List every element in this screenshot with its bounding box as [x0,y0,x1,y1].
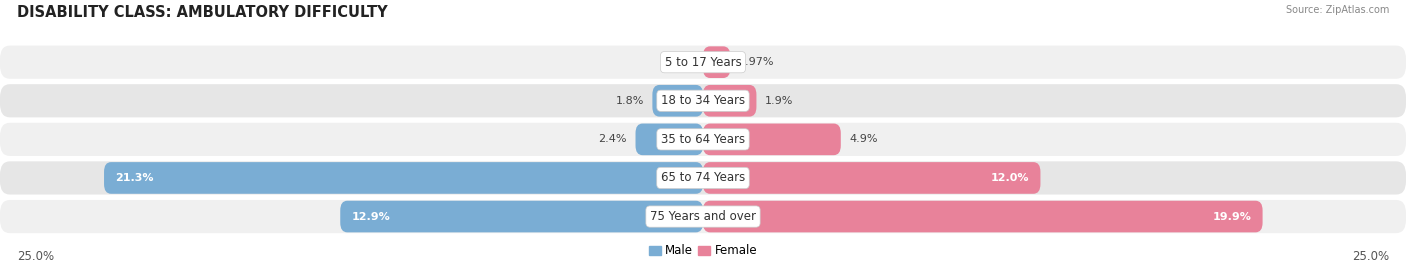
FancyBboxPatch shape [0,46,1406,79]
Text: 25.0%: 25.0% [1353,250,1389,263]
Text: 65 to 74 Years: 65 to 74 Years [661,172,745,184]
FancyBboxPatch shape [703,124,841,155]
FancyBboxPatch shape [0,161,1406,195]
Text: 35 to 64 Years: 35 to 64 Years [661,133,745,146]
Text: 1.9%: 1.9% [765,96,793,106]
Text: Source: ZipAtlas.com: Source: ZipAtlas.com [1285,5,1389,15]
Text: 19.9%: 19.9% [1212,211,1251,222]
Text: 4.9%: 4.9% [849,134,877,144]
FancyBboxPatch shape [636,124,703,155]
Text: 12.0%: 12.0% [991,173,1029,183]
Text: 5 to 17 Years: 5 to 17 Years [665,56,741,69]
Legend: Male, Female: Male, Female [644,240,762,262]
Text: DISABILITY CLASS: AMBULATORY DIFFICULTY: DISABILITY CLASS: AMBULATORY DIFFICULTY [17,5,388,20]
Text: 1.8%: 1.8% [616,96,644,106]
FancyBboxPatch shape [652,85,703,117]
FancyBboxPatch shape [703,162,1040,194]
Text: 18 to 34 Years: 18 to 34 Years [661,94,745,107]
Text: 2.4%: 2.4% [599,134,627,144]
Text: 12.9%: 12.9% [352,211,391,222]
FancyBboxPatch shape [0,200,1406,233]
FancyBboxPatch shape [703,201,1263,232]
Text: 0.97%: 0.97% [738,57,775,67]
Text: 0.0%: 0.0% [664,57,692,67]
FancyBboxPatch shape [703,85,756,117]
FancyBboxPatch shape [104,162,703,194]
Text: 21.3%: 21.3% [115,173,153,183]
FancyBboxPatch shape [0,84,1406,117]
Text: 25.0%: 25.0% [17,250,53,263]
FancyBboxPatch shape [340,201,703,232]
FancyBboxPatch shape [703,46,730,78]
Text: 75 Years and over: 75 Years and over [650,210,756,223]
FancyBboxPatch shape [0,123,1406,156]
